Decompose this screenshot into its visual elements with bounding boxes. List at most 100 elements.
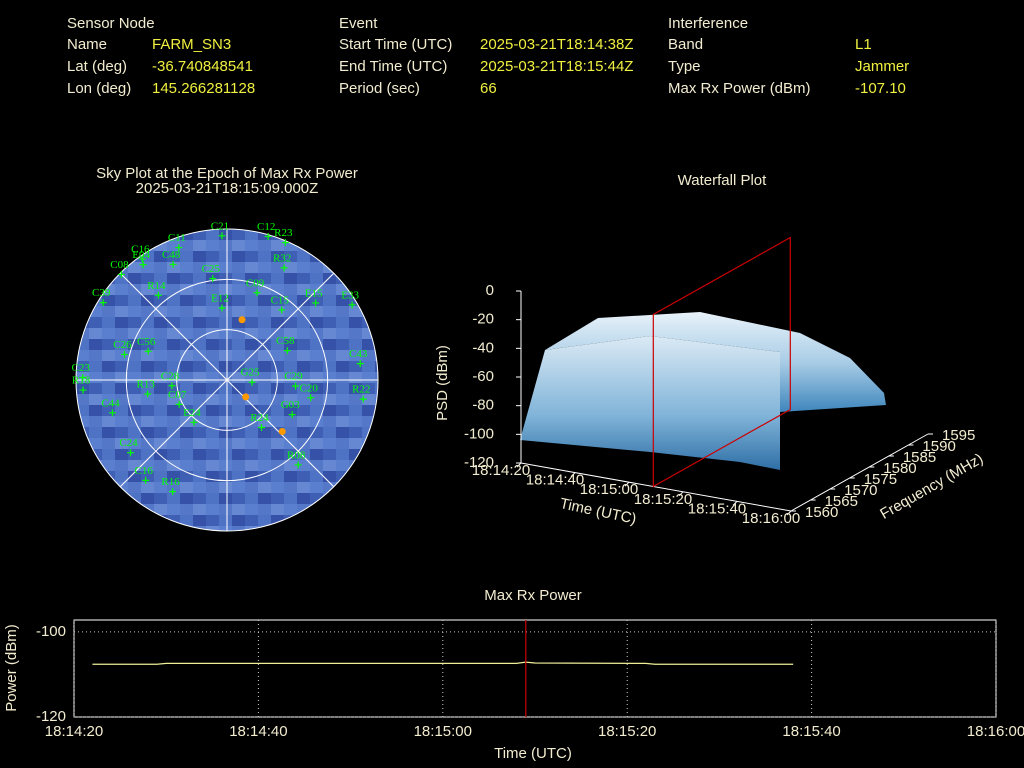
y-tick-label: -120 [36, 708, 66, 725]
time-tick [570, 472, 576, 477]
sky-plot: C21 C12R23C16E04C11R32C08C48C25C09C39R14E… [72, 220, 379, 532]
sky-patch [206, 416, 219, 427]
sky-patch [271, 438, 284, 449]
sky-patch [310, 438, 323, 449]
sky-patch [193, 416, 206, 427]
sky-patch [232, 427, 245, 438]
sky-patch [271, 284, 284, 295]
sky-patch [349, 482, 362, 493]
sky-patch [89, 438, 102, 449]
sky-patch [323, 526, 336, 531]
waterfall-title: Waterfall Plot [678, 172, 767, 189]
sky-patch [258, 405, 271, 416]
sky-patch [310, 229, 323, 240]
sky-patch [362, 273, 375, 284]
satellite-marker [292, 382, 300, 390]
sky-patch [193, 460, 206, 471]
sky-patch [362, 372, 375, 383]
sky-patch [141, 416, 154, 427]
sky-patch [102, 427, 115, 438]
sky-patch [206, 526, 219, 531]
sky-patch [115, 240, 128, 251]
sky-patch [245, 361, 258, 372]
sky-patch [115, 460, 128, 471]
sky-patch [232, 240, 245, 251]
sky-patch [219, 493, 232, 504]
satellite-marker [144, 347, 152, 355]
sky-patch [141, 284, 154, 295]
sky-patch [375, 416, 378, 427]
sky-patch [310, 383, 323, 394]
sky-patch [232, 295, 245, 306]
satellite-label: C11 [168, 232, 186, 244]
sky-patch [180, 317, 193, 328]
sky-patch [89, 405, 102, 416]
sky-patch [128, 394, 141, 405]
sky-patch [154, 262, 167, 273]
highlight-marker [238, 316, 246, 324]
sky-patch [310, 240, 323, 251]
sky-patch [271, 427, 284, 438]
sky-patch [141, 526, 154, 531]
sky-patch [180, 372, 193, 383]
z-tick-label: -40 [472, 339, 494, 356]
sky-patch [180, 361, 193, 372]
sky-patch [128, 383, 141, 394]
sky-patch [154, 471, 167, 482]
time-tick [678, 491, 684, 497]
sky-patch [336, 240, 349, 251]
sky-patch [349, 471, 362, 482]
sky-patch [310, 460, 323, 471]
satellite-label: R08 [287, 449, 306, 461]
sky-patch [362, 460, 375, 471]
sky-patch [375, 361, 378, 372]
sky-patch [180, 515, 193, 526]
sky-patch [258, 273, 271, 284]
sky-patch [336, 515, 349, 526]
sky-patch [336, 251, 349, 262]
sky-patch [180, 449, 193, 460]
sky-patch [180, 350, 193, 361]
sky-patch [167, 449, 180, 460]
sky-patch [219, 438, 232, 449]
sky-patch [323, 306, 336, 317]
sky-patch [206, 306, 219, 317]
sky-patch [362, 493, 375, 504]
sky-patch [76, 482, 89, 493]
sky-patch [271, 328, 284, 339]
satellite-marker [108, 409, 116, 417]
satellite-marker [175, 244, 183, 252]
sky-patch [141, 438, 154, 449]
sky-patch [76, 273, 89, 284]
sky-patch [284, 482, 297, 493]
freq-tick-label: 1590 [922, 438, 955, 455]
sky-patch [284, 295, 297, 306]
sky-patch [297, 438, 310, 449]
time-tick [516, 462, 522, 468]
sky-patch [284, 262, 297, 273]
sky-patch [154, 240, 167, 251]
sky-patch [141, 328, 154, 339]
satellite-label: G25 [241, 367, 260, 379]
satellite-marker [127, 449, 135, 457]
sky-patch [206, 460, 219, 471]
sky-patch [375, 262, 378, 273]
sky-patch [284, 284, 297, 295]
sky-patch [128, 405, 141, 416]
sky-patch [271, 273, 284, 284]
sky-patch [167, 383, 180, 394]
sky-patch [349, 394, 362, 405]
satellite-marker [144, 390, 152, 398]
sky-patch [245, 405, 258, 416]
sky-patch [219, 295, 232, 306]
sky-patch [258, 471, 271, 482]
sky-patch [271, 526, 284, 531]
sky-patch [284, 273, 297, 284]
sky-patch [154, 493, 167, 504]
sky-patch [323, 394, 336, 405]
sky-patch [297, 471, 310, 482]
sky-patch [297, 460, 310, 471]
sky-patch [154, 482, 167, 493]
sky-patch [375, 284, 378, 295]
sky-patch [232, 438, 245, 449]
